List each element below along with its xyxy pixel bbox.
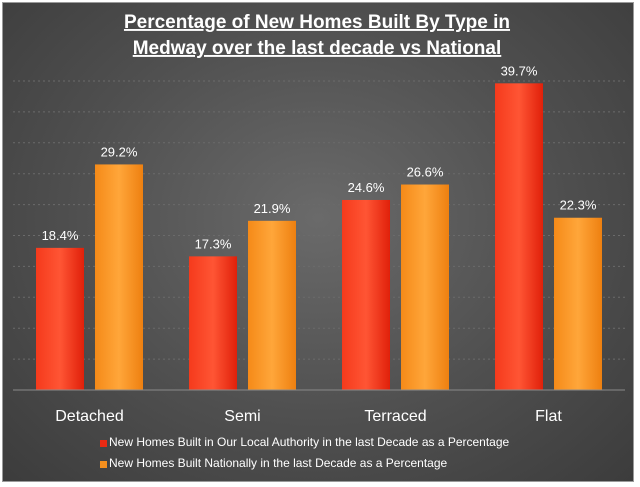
bar-national-semi — [248, 220, 296, 390]
x-tick-label-detached: Detached — [55, 408, 124, 425]
x-tick-label-terraced: Terraced — [364, 408, 426, 425]
data-label-national-semi: 21.9% — [254, 201, 291, 216]
bar-local-terraced — [342, 199, 390, 390]
legend-swatch-local — [100, 440, 107, 447]
chart-frame: Percentage of New Homes Built By Type in… — [2, 2, 634, 482]
bar-local-detached — [36, 247, 84, 390]
bar-chart: Percentage of New Homes Built By Type in… — [13, 12, 625, 470]
chart-title-line-2: Medway over the last decade vs National — [133, 38, 502, 59]
legend-label-national: New Homes Built Nationally in the last D… — [109, 456, 448, 470]
data-label-local-flat: 39.7% — [501, 63, 538, 78]
bar-local-semi — [189, 256, 237, 390]
plot-area: 18.4% 29.2% Detached 17.3% 21.9% Semi 24.6% 26.… — [13, 63, 625, 425]
chart-title-line-1: Percentage of New Homes Built By Type in — [124, 12, 510, 33]
data-label-national-flat: 22.3% — [560, 198, 597, 213]
legend-label-local: New Homes Built in Our Local Authority i… — [109, 435, 510, 449]
legend: New Homes Built in Our Local Authority i… — [100, 435, 510, 470]
data-label-local-semi: 17.3% — [195, 236, 232, 251]
legend-swatch-national — [100, 461, 107, 468]
x-tick-label-flat: Flat — [535, 408, 562, 425]
bar-national-detached — [95, 164, 143, 390]
bar-national-flat — [554, 217, 602, 390]
data-label-local-detached: 18.4% — [42, 228, 79, 243]
bar-local-flat — [495, 83, 543, 390]
data-label-local-terraced: 24.6% — [348, 180, 385, 195]
bar-national-terraced — [401, 184, 449, 390]
x-tick-label-semi: Semi — [224, 408, 260, 425]
data-label-national-terraced: 26.6% — [407, 165, 444, 180]
data-label-national-detached: 29.2% — [101, 144, 138, 159]
